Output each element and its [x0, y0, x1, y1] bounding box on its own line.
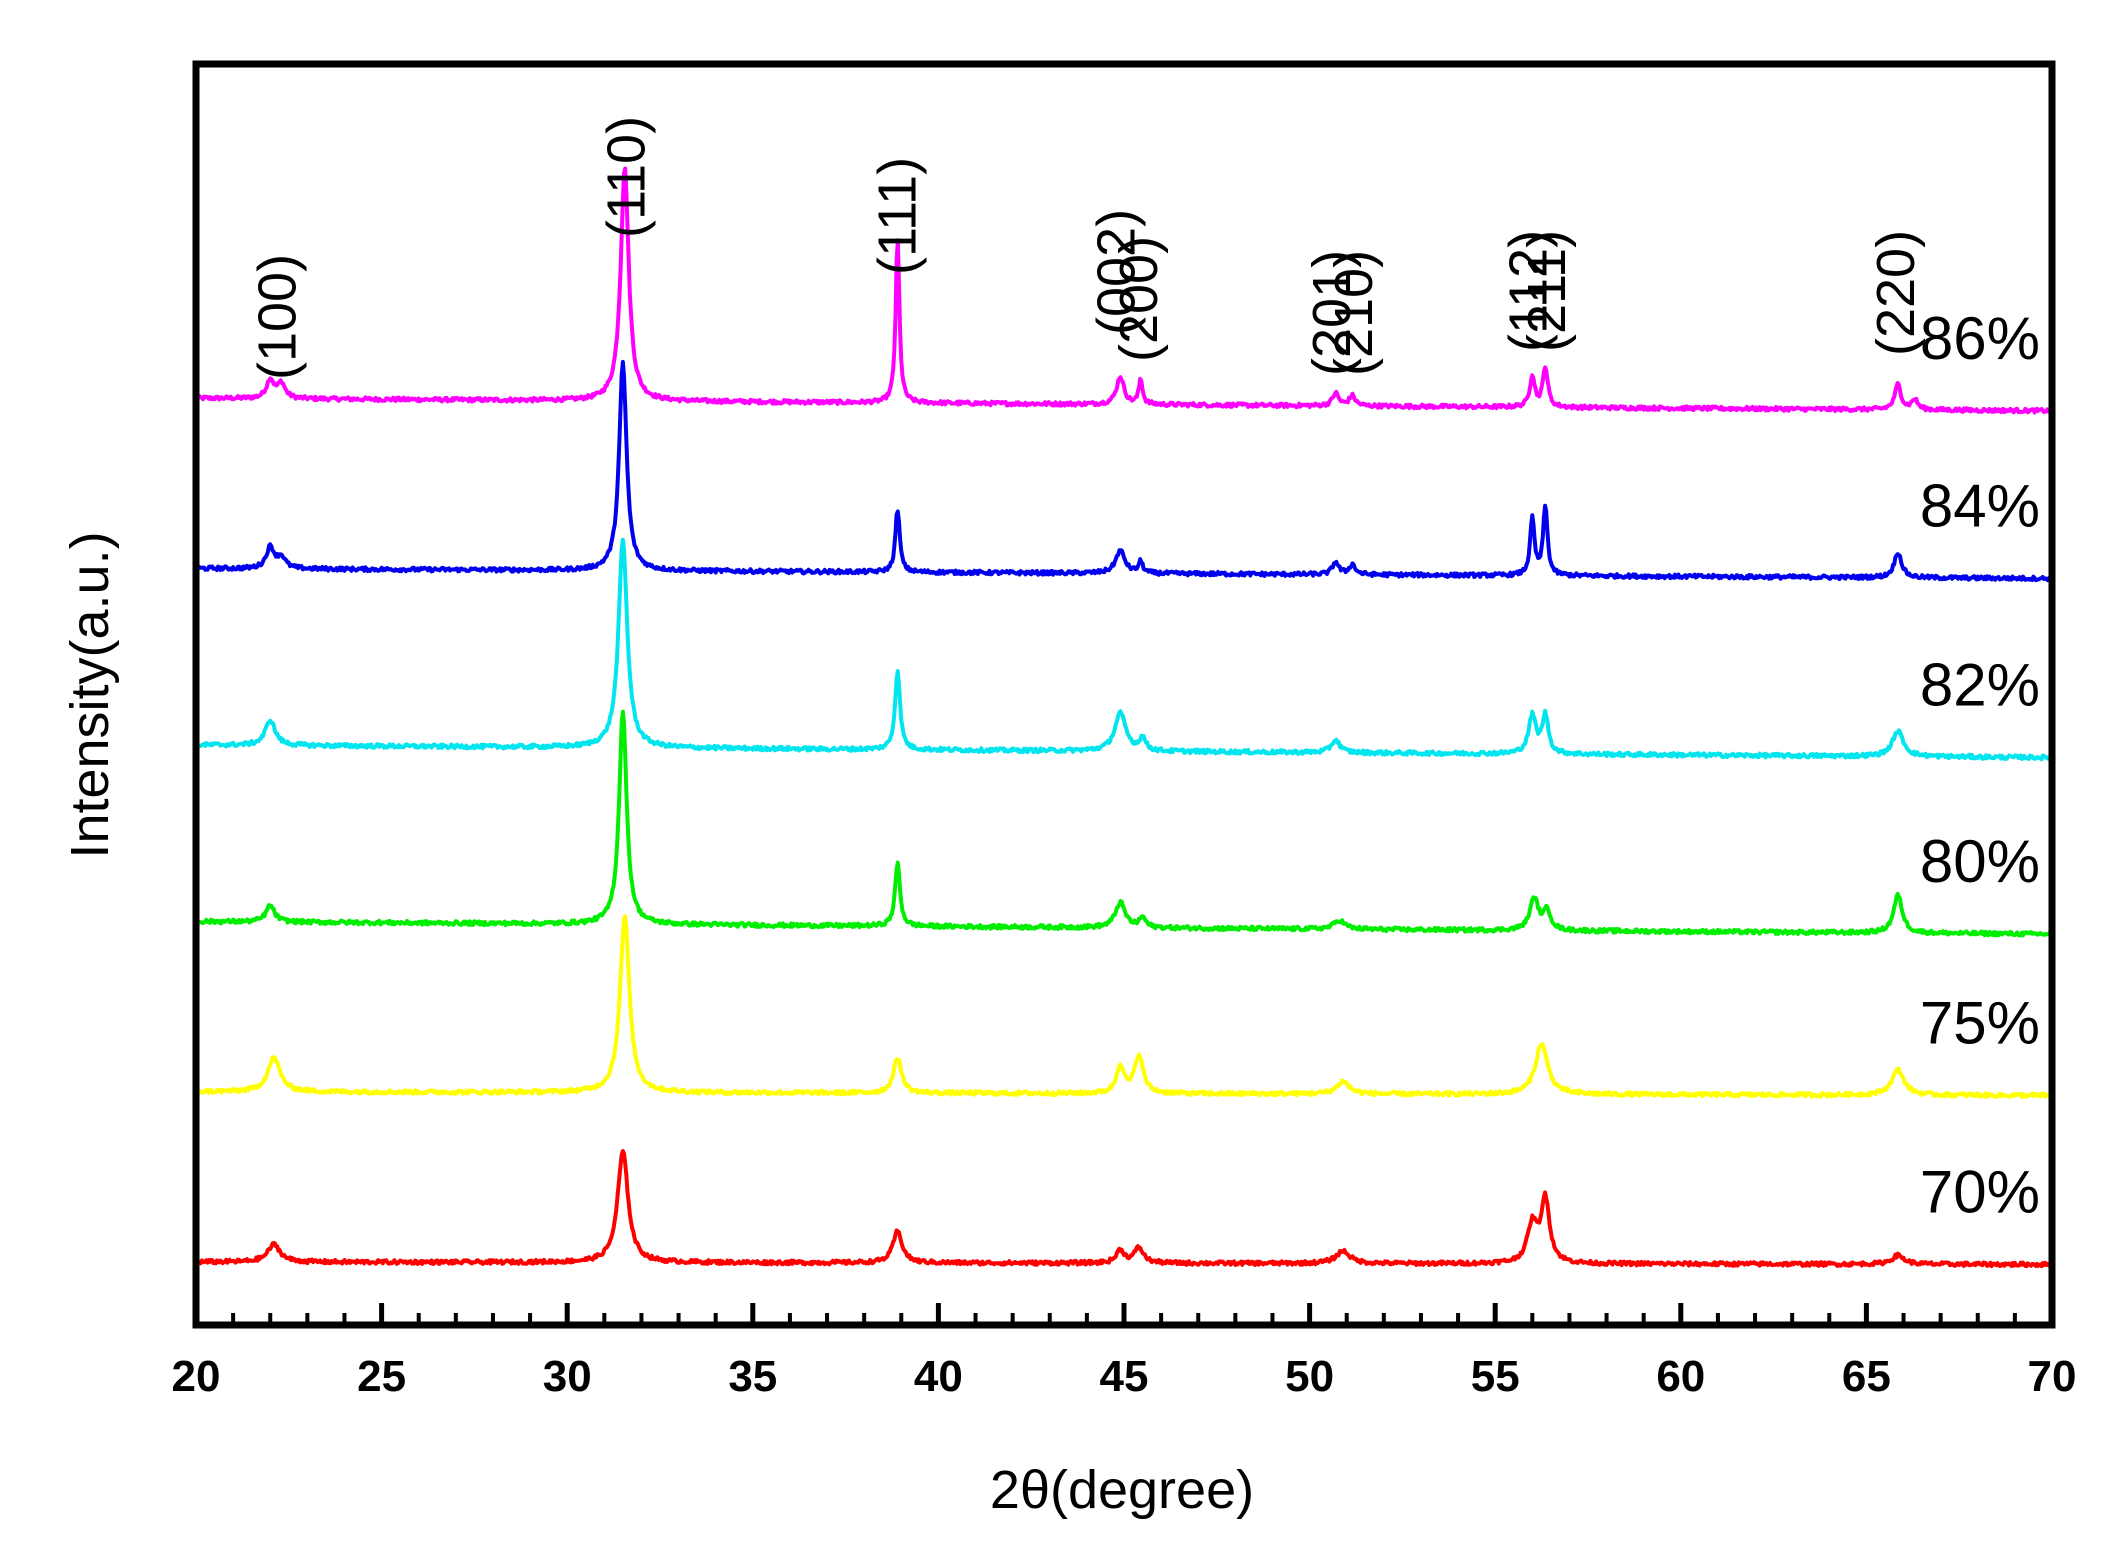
- series-line-75pct: [195, 914, 2054, 1100]
- series-label: 80%: [1920, 828, 2040, 895]
- x-tick-label: 55: [1471, 1352, 1520, 1401]
- series-label: 86%: [1920, 305, 2040, 372]
- x-tick-label: 35: [728, 1352, 777, 1401]
- miller-label: (201): [1302, 250, 1362, 376]
- series-line-82pct: [194, 537, 2054, 762]
- miller-label: (210): [1324, 250, 1384, 376]
- x-axis-tick-labels: 20 25 30 35 40 45 50 55 60 65 70: [172, 1352, 2077, 1401]
- x-tick-label: 45: [1100, 1352, 1149, 1401]
- miller-index-labels: (100) (110) (111) (002)(200) (201)(210) (112)…: [248, 116, 1926, 380]
- traces: [194, 166, 2054, 1269]
- miller-label: (220): [1866, 230, 1926, 356]
- series-line-70pct: [195, 1149, 2054, 1269]
- series-label: 82%: [1920, 652, 2040, 719]
- miller-label: (002): [1087, 209, 1147, 335]
- miller-label: (200): [1109, 236, 1169, 362]
- y-axis-title: Intensity(a.u.): [60, 531, 120, 858]
- x-tick-label: 40: [914, 1352, 963, 1401]
- x-tick-label: 60: [1656, 1352, 1705, 1401]
- x-tick-label: 20: [172, 1352, 221, 1401]
- series-labels: 86% 84% 82% 80% 75% 70%: [1920, 305, 2040, 1226]
- x-tick-label: 30: [543, 1352, 592, 1401]
- series-line-86pct: [194, 166, 2054, 415]
- x-tick-label: 25: [357, 1352, 406, 1401]
- miller-label: (110): [597, 116, 657, 238]
- x-tick-label: 50: [1285, 1352, 1334, 1401]
- series-line-80pct: [195, 709, 2054, 938]
- miller-label: (112): [1499, 230, 1559, 352]
- series-label: 84%: [1920, 473, 2040, 540]
- miller-label: (211): [1517, 230, 1577, 352]
- miller-label: (100): [248, 254, 308, 380]
- miller-label: (111): [868, 157, 928, 275]
- x-tick-label: 70: [2028, 1352, 2077, 1401]
- x-tick-label: 65: [1842, 1352, 1891, 1401]
- series-line-84pct: [195, 360, 2054, 583]
- x-axis-title: 2θ(degree): [990, 1460, 1254, 1520]
- series-label: 75%: [1920, 990, 2040, 1057]
- series-label: 70%: [1920, 1159, 2040, 1226]
- x-axis-ticks: [193, 1303, 2055, 1325]
